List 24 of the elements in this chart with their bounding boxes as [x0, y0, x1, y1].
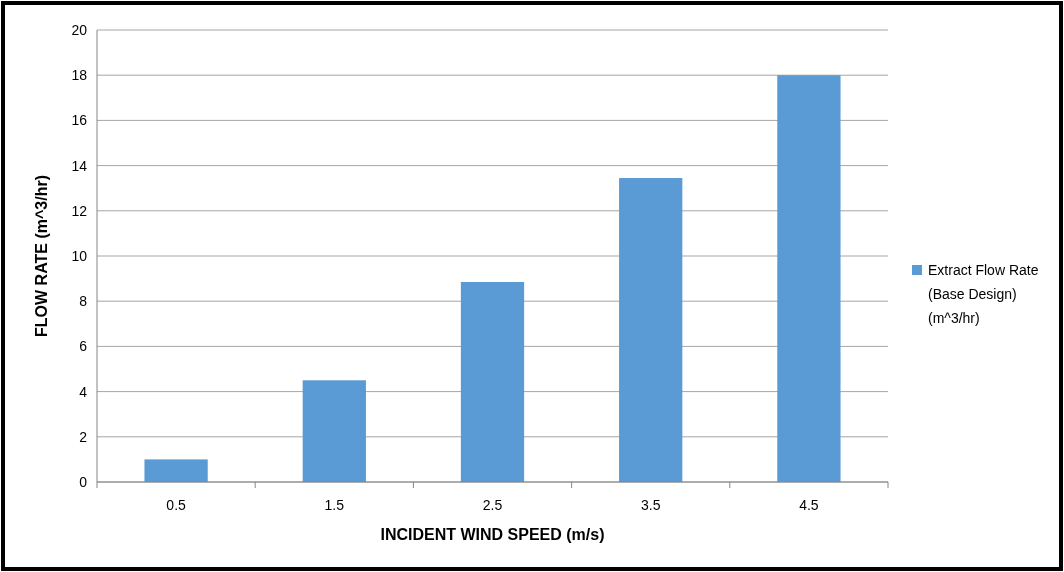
- legend-label: Extract Flow Rate (Base Design) (m^3/hr): [928, 262, 1039, 326]
- bar: [144, 459, 208, 482]
- y-tick-label: 4: [79, 383, 88, 400]
- x-tick-label: 3.5: [640, 497, 661, 513]
- bar: [460, 281, 525, 482]
- y-tick-label: 6: [79, 338, 88, 355]
- y-tick-label: 0: [79, 473, 88, 490]
- y-tick-label: 2: [79, 428, 88, 445]
- bar: [619, 178, 683, 482]
- bar: [777, 75, 841, 482]
- y-tick-label: 20: [71, 21, 88, 38]
- y-tick-label: 18: [71, 67, 88, 84]
- x-tick-label: 4.5: [799, 497, 819, 513]
- y-tick-label: 8: [79, 293, 88, 310]
- y-axis-title: FLOW RATE (m^3/hr): [33, 175, 50, 337]
- x-axis-title: INCIDENT WIND SPEED (m/s): [380, 526, 605, 543]
- x-tick-label: 0.5: [166, 497, 187, 513]
- y-tick-label: 10: [71, 247, 88, 264]
- y-tick-label: 12: [71, 202, 88, 219]
- y-tick-label: 14: [71, 157, 88, 174]
- bar: [302, 380, 366, 482]
- x-tick-label: 2.5: [482, 497, 503, 513]
- x-tick-label: 1.5: [324, 497, 345, 513]
- y-tick-label: 16: [71, 112, 88, 129]
